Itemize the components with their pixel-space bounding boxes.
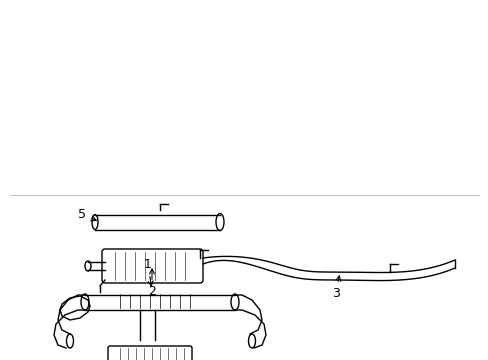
Text: 5: 5: [78, 208, 96, 221]
Text: 4: 4: [0, 359, 1, 360]
Text: 2: 2: [148, 269, 156, 298]
Text: 1: 1: [144, 258, 153, 286]
Text: 3: 3: [331, 276, 340, 300]
